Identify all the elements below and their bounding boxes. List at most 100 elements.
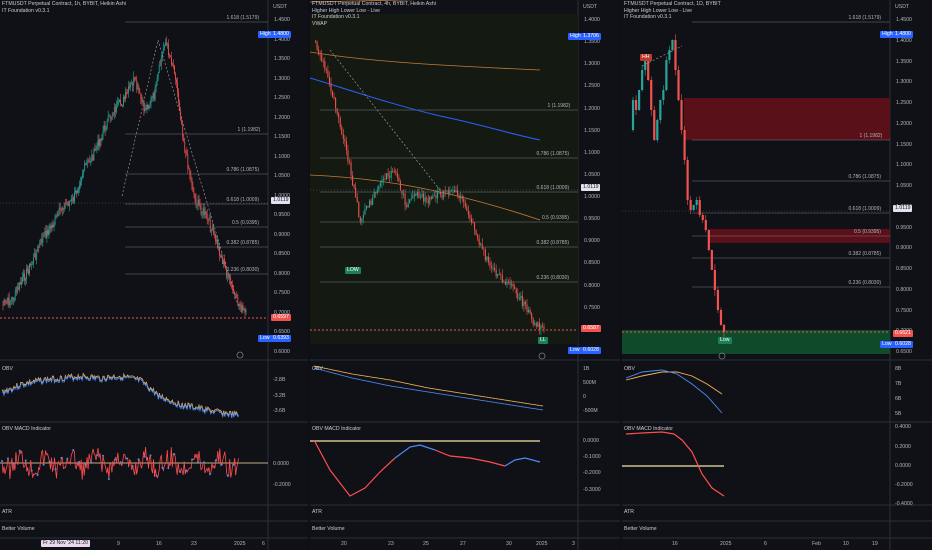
candle-body <box>358 202 360 218</box>
low-tag: Low <box>258 335 272 342</box>
price-tick: 1.1500 <box>584 127 600 134</box>
macd-axis-2: -0.1000 <box>583 454 601 460</box>
candle-body <box>373 191 375 199</box>
candle-body <box>154 87 156 100</box>
candle-body <box>457 190 459 196</box>
candle-body <box>421 193 423 198</box>
fib-label: 1 (1.1982) <box>237 127 261 133</box>
price-tick: 1.1000 <box>584 149 600 156</box>
chart-panel-4h[interactable]: FTMUSDT Perpetual Contract, 4h, BYBIT, H… <box>310 0 620 550</box>
ll-marker: LL <box>538 337 548 344</box>
candle-body <box>124 96 125 99</box>
macd-dot <box>125 457 128 460</box>
candle-body <box>410 198 412 200</box>
fib-label: 0.786 (1.0875) <box>536 151 570 157</box>
obv-signal-line <box>313 365 544 407</box>
candle-body <box>42 236 44 243</box>
candle-body <box>429 196 431 204</box>
currency-label: USDT <box>273 4 288 10</box>
candle-body <box>392 170 394 172</box>
candle-body <box>107 116 109 121</box>
candle-body <box>719 310 723 325</box>
high-value-tag: 1.4800 <box>893 31 913 38</box>
candle-body <box>133 77 135 86</box>
macd-dot <box>208 473 211 476</box>
chart-panel-1h[interactable]: FTMUSDT Perpetual Contract, 1h, BYBIT, H… <box>0 0 308 550</box>
candle-body <box>347 150 349 162</box>
chart-canvas-1d[interactable] <box>622 0 932 550</box>
candle-body <box>215 239 217 242</box>
macd-dot <box>137 458 140 461</box>
candle-body <box>223 260 224 265</box>
candle-body <box>127 92 128 94</box>
candle-body <box>683 130 686 160</box>
candle-body <box>156 77 158 82</box>
candle-body <box>384 178 386 180</box>
last-price-tag: 0.6597 <box>271 314 291 321</box>
candle-body <box>185 151 187 154</box>
chart-canvas-4h[interactable] <box>310 0 620 550</box>
candle-body <box>32 263 34 265</box>
candle-body <box>653 110 656 140</box>
candle-body <box>475 230 477 236</box>
fib-label: 0.236 (0.8030) <box>226 267 260 273</box>
chart-panel-1d[interactable]: FTMUSDT Perpetual Contract, 1D, BYBIT Hig… <box>622 0 932 550</box>
candle-body <box>56 215 58 217</box>
price-tick: 0.7000 <box>274 309 290 316</box>
candle-body <box>31 264 33 265</box>
macd-line-blue <box>394 444 436 459</box>
candle-body <box>659 100 662 120</box>
obv-label: OBV <box>2 366 13 372</box>
candle-body <box>67 202 69 206</box>
candle-body <box>183 136 185 142</box>
low-tag: Low <box>880 341 894 348</box>
candle-body <box>132 82 134 86</box>
candle-body <box>136 79 138 89</box>
candle-body <box>680 100 683 130</box>
candle-body <box>644 60 647 70</box>
macd-dot <box>161 466 164 469</box>
candle-body <box>436 192 439 199</box>
candle-body <box>665 60 668 90</box>
price-tick: 1.2500 <box>584 83 600 90</box>
candle-body <box>85 163 87 165</box>
time-tick: 2025 <box>234 541 246 547</box>
candle-body <box>344 138 346 142</box>
candle-body <box>217 239 218 249</box>
candle-body <box>199 204 201 207</box>
candle-body <box>480 243 482 245</box>
candle-body <box>455 190 457 193</box>
fib-label: 0.618 (1.0009) <box>226 197 260 203</box>
candle-body <box>447 190 449 194</box>
candle-body <box>38 246 40 248</box>
macd-dot <box>18 449 21 452</box>
candle-body <box>209 219 211 232</box>
candle-body <box>200 206 202 214</box>
price-tick: 1.4000 <box>584 17 600 23</box>
candle-body <box>365 205 368 209</box>
low-value-tag: 0.6028 <box>893 341 913 348</box>
chart-canvas-1h[interactable] <box>0 0 308 550</box>
candle-body <box>484 249 486 260</box>
candle-body <box>514 286 516 290</box>
candle-body <box>2 304 4 306</box>
candle-body <box>16 287 18 292</box>
candle-body <box>461 196 463 200</box>
macd-dot <box>131 464 134 467</box>
price-tick: 1.1500 <box>896 141 912 148</box>
candle-body <box>66 202 68 204</box>
candle-body <box>460 196 462 199</box>
candle-body <box>10 299 12 302</box>
candle-body <box>130 84 132 88</box>
macd-dot <box>197 460 200 463</box>
high-value-tag: 1.3706 <box>581 33 601 40</box>
price-tick: 0.6500 <box>274 329 290 336</box>
candle-body <box>689 200 692 210</box>
candle-body <box>523 301 525 307</box>
candle-body <box>7 297 9 303</box>
candle-body <box>233 289 235 294</box>
candle-body <box>160 57 162 65</box>
candle-body <box>28 270 29 274</box>
candle-body <box>376 190 378 194</box>
candle-body <box>80 181 82 186</box>
